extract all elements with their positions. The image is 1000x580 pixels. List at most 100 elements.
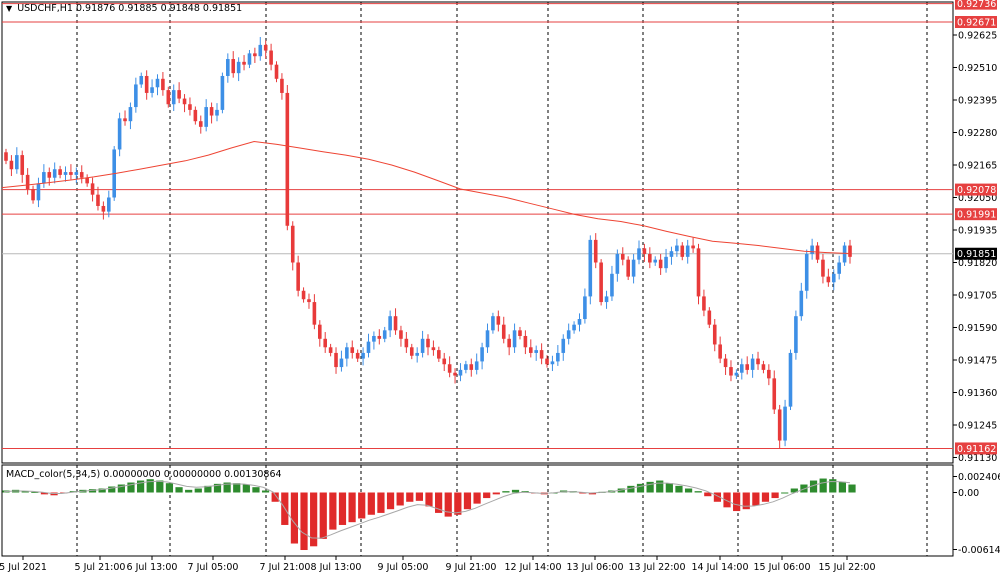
macd-bar xyxy=(300,492,308,551)
candle-bear xyxy=(355,352,360,359)
candle-bull xyxy=(52,169,57,178)
candle-bear xyxy=(523,335,528,348)
candle-bull xyxy=(804,254,809,291)
macd-bar xyxy=(406,492,414,502)
level-price-box xyxy=(955,183,997,196)
price-tick-label: 0.92510 xyxy=(958,63,997,74)
candle-bull xyxy=(366,341,371,353)
macd-bar xyxy=(146,479,154,493)
candle-bull xyxy=(15,155,19,170)
candle-bull xyxy=(799,290,804,317)
candle-bear xyxy=(658,259,663,269)
macd-header: MACD_color(5,34,5) 0.00000000 0.00000000… xyxy=(6,469,282,480)
candle-bear xyxy=(718,344,722,359)
candle-bull xyxy=(734,372,739,376)
candle-bear xyxy=(399,330,403,339)
candle-bear xyxy=(25,174,30,190)
candle-bear xyxy=(745,364,750,370)
macd-bar xyxy=(588,492,597,495)
candle-bull xyxy=(464,364,468,370)
candle-bull xyxy=(458,369,463,376)
macd-bar xyxy=(656,480,664,493)
macd-tick-label: 0.00 xyxy=(958,488,979,499)
candle-bull xyxy=(388,316,392,331)
candle-bear xyxy=(166,90,171,105)
candle-bear xyxy=(269,50,273,65)
macd-bar xyxy=(31,491,39,493)
candle-bear xyxy=(496,316,501,325)
macd-bar xyxy=(194,488,202,493)
candle-bull xyxy=(474,361,479,370)
candle-bull xyxy=(491,316,495,331)
candle-bull xyxy=(637,248,641,260)
candle-bear xyxy=(426,338,430,348)
macd-panel xyxy=(1,464,954,557)
macd-bar xyxy=(646,481,654,493)
candle-bear xyxy=(209,107,214,116)
macd-bar xyxy=(396,492,404,506)
candle-bull xyxy=(750,358,755,370)
candle-bull xyxy=(339,358,344,368)
time-tick-label: 15 Jul 22:00 xyxy=(819,562,876,573)
candle-bull xyxy=(480,347,484,362)
candle-bull xyxy=(220,75,225,110)
time-tick-label: 9 Jul 21:00 xyxy=(446,562,497,573)
macd-signal-line xyxy=(3,480,851,539)
macd-bar xyxy=(156,480,164,493)
candle-bear xyxy=(274,64,279,79)
candle-bear xyxy=(198,121,203,127)
current-price-label: 0.91851 xyxy=(957,249,996,260)
candle-bull xyxy=(36,183,41,201)
macd-bar xyxy=(367,492,375,515)
level-price-box xyxy=(955,208,997,221)
macd-bar xyxy=(98,488,106,493)
chart-menu-triangle-icon[interactable]: ▼ xyxy=(6,4,13,13)
macd-histogram xyxy=(2,478,856,551)
candle-bull xyxy=(485,330,490,348)
candle-bear xyxy=(447,364,452,373)
candle-bear xyxy=(69,172,73,175)
candle-bear xyxy=(161,78,165,91)
candle-bull xyxy=(577,319,582,325)
candle-bear xyxy=(593,239,598,263)
macd-bar xyxy=(261,490,270,493)
candle-bear xyxy=(620,254,625,260)
candle-bull xyxy=(247,53,252,65)
macd-bar xyxy=(310,492,318,547)
candle-bull xyxy=(345,347,349,359)
level-price-box xyxy=(955,442,997,455)
candle-bear xyxy=(469,364,474,370)
candle-bear xyxy=(58,169,62,175)
macd-bar xyxy=(377,492,385,513)
candle-bear xyxy=(528,347,533,353)
macd-bar xyxy=(271,492,279,502)
macd-bar xyxy=(444,492,452,517)
candle-bear xyxy=(707,310,712,325)
candle-bear xyxy=(328,347,333,353)
macd-bar xyxy=(627,485,635,493)
level-price-label: 0.91991 xyxy=(957,210,996,221)
level-price-label: 0.92736 xyxy=(957,0,996,10)
candle-bull xyxy=(63,172,68,175)
macd-bar xyxy=(40,492,49,495)
candle-bear xyxy=(642,248,647,255)
macd-bar xyxy=(809,480,818,493)
candle-bear xyxy=(231,59,236,74)
candle-bear xyxy=(507,338,511,348)
candle-bear xyxy=(312,302,317,325)
candle-bull xyxy=(171,90,176,105)
macd-bar xyxy=(761,492,770,502)
macd-bar xyxy=(290,492,299,544)
macd-bar xyxy=(483,492,491,499)
candle-bear xyxy=(285,92,290,226)
price-tick-label: 0.92165 xyxy=(958,161,997,172)
macd-bar xyxy=(136,480,145,493)
candle-bear xyxy=(437,350,441,359)
candle-bear xyxy=(177,90,181,99)
candle-bull xyxy=(739,364,744,373)
candle-bear xyxy=(9,160,14,170)
chart-symbol: USDCHF,H1 xyxy=(17,3,73,14)
candle-bear xyxy=(815,245,820,260)
candle-bear xyxy=(756,358,760,365)
price-tick-label: 0.91360 xyxy=(958,388,997,399)
